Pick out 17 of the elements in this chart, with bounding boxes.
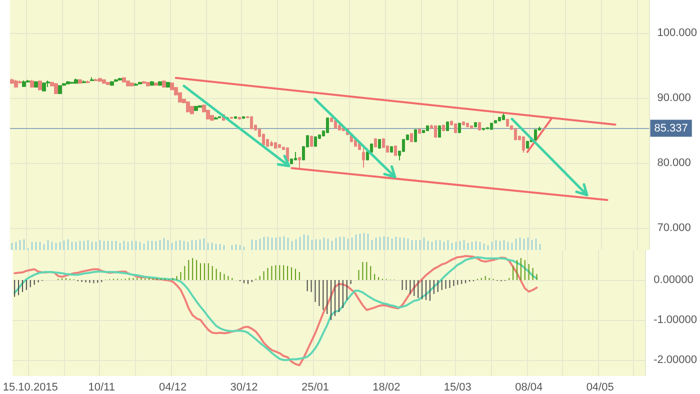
y-tick-label: 80.000 <box>657 156 691 169</box>
x-tick-label: 18/02 <box>372 382 400 394</box>
x-tick-label: 15/03 <box>444 382 472 394</box>
x-tick-label: 25/01 <box>301 382 330 394</box>
y-tick-label: 0.00000 <box>654 274 694 286</box>
x-tick-label: 04/05 <box>586 382 614 394</box>
y-tick-label: -1.00000 <box>654 314 698 326</box>
y-tick-label: 70.000 <box>657 222 691 234</box>
y-tick-label: 100.000 <box>657 27 698 40</box>
x-tick-label: 10/11 <box>88 382 115 394</box>
ref-line-label: 85.337 <box>654 122 688 134</box>
x-tick-label: 30/12 <box>230 382 258 394</box>
x-tick-label: 15.10.2015 <box>2 382 58 394</box>
x-tick-label: 04/12 <box>159 382 187 394</box>
x-tick-label: 08/04 <box>515 382 543 394</box>
y-tick-label: -2.00000 <box>654 354 698 366</box>
y-tick-label: 90.000 <box>657 92 691 104</box>
